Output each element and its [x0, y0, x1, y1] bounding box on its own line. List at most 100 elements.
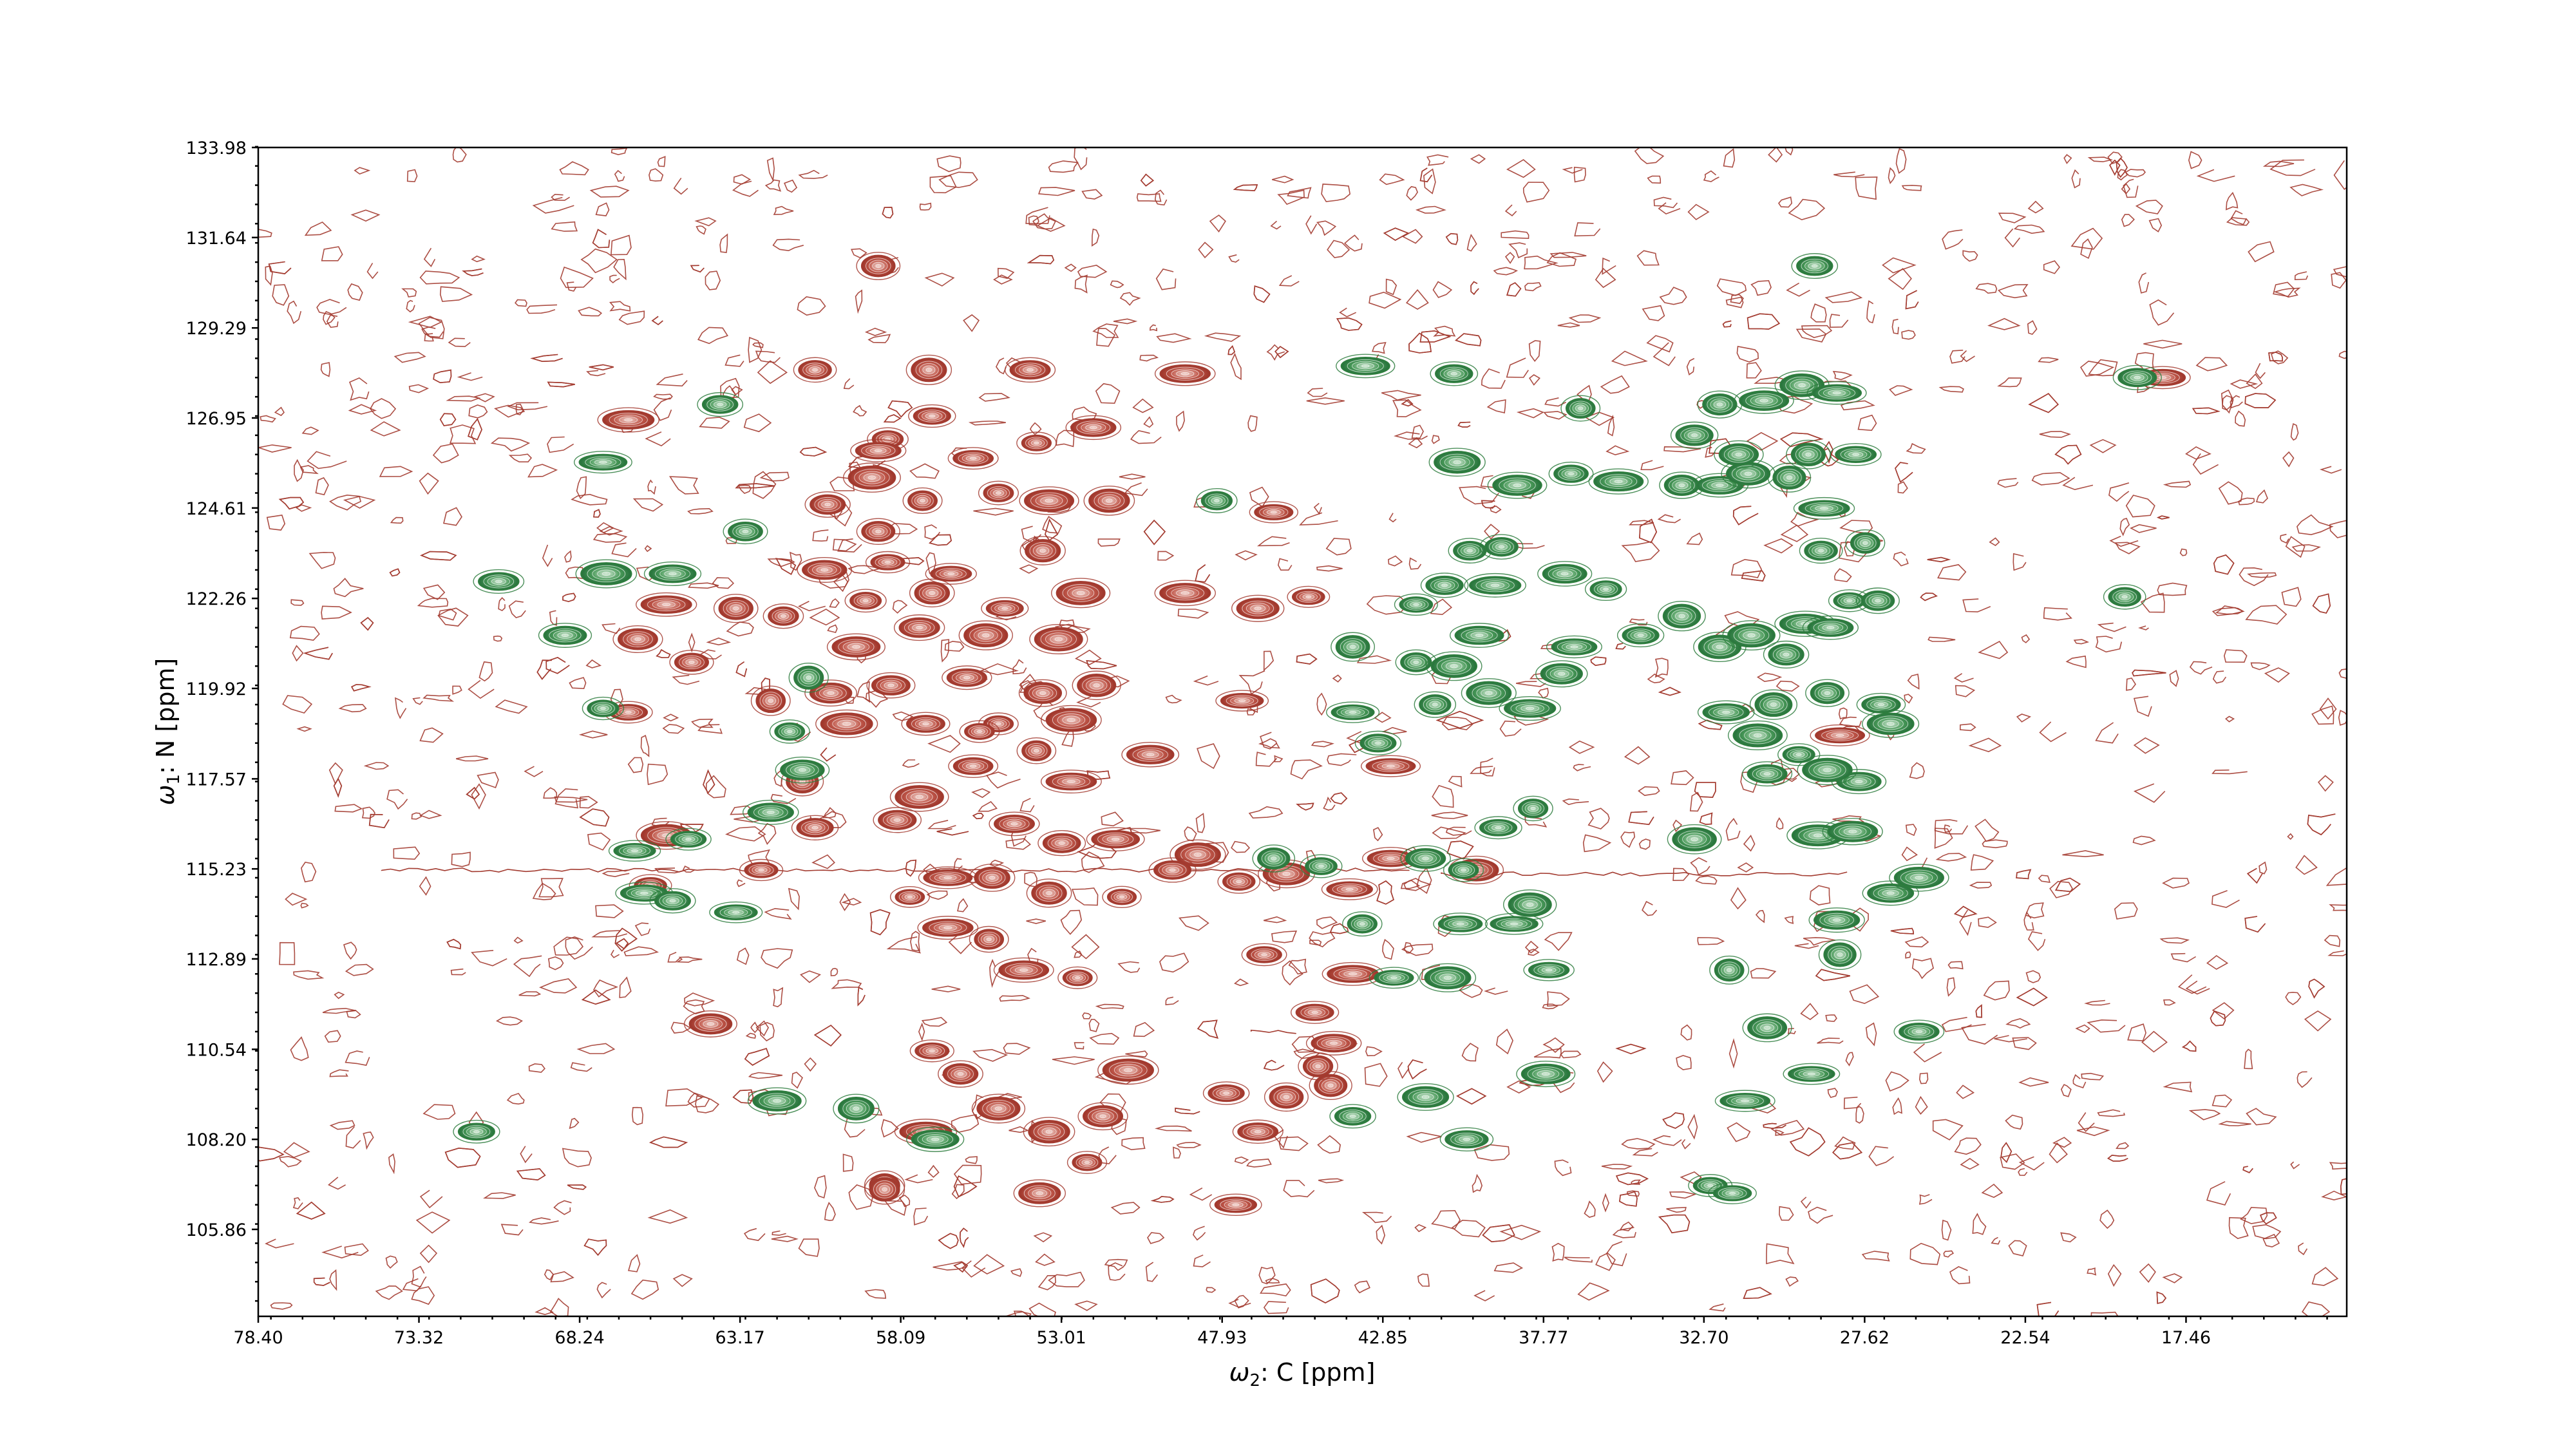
positive-peak-outer-contour [750, 685, 791, 716]
noise-contour [649, 168, 664, 182]
negative-peak-outer-contour [1354, 730, 1402, 755]
noise-contour [1981, 1183, 2003, 1198]
negative-peak-inner-contour [1346, 1113, 1359, 1120]
positive-peak-core [898, 617, 940, 638]
noise-contour [1173, 1146, 1181, 1159]
noise-contour [2226, 217, 2250, 226]
positive-peak [1029, 623, 1088, 655]
negative-peak [1560, 395, 1601, 422]
positive-peak-core [1302, 1055, 1334, 1077]
negative-peak-inner-contour [1875, 599, 1881, 603]
positive-peak [669, 650, 714, 675]
noise-contour [1260, 1283, 1291, 1297]
negative-peak-inner-contour [1350, 645, 1356, 649]
negative-peak-inner-contour [1575, 404, 1586, 412]
noise-contour [313, 1277, 330, 1286]
positive-peak-inner-contour [1226, 695, 1258, 706]
positive-peak-inner-contour [1034, 749, 1039, 753]
negative-peak-outer-contour [1799, 538, 1843, 564]
noise-contour [1941, 1017, 1972, 1032]
negative-peak-core [1331, 704, 1375, 721]
positive-peak-core [1024, 489, 1075, 513]
negative-peak-inner-contour [1841, 596, 1859, 605]
negative-peak-inner-contour [1810, 504, 1839, 513]
negative-peak-inner-contour [1763, 697, 1784, 712]
positive-peak-inner-contour [1027, 368, 1034, 372]
noise-contour [1687, 204, 1710, 220]
negative-peak-inner-contour [1600, 474, 1638, 489]
negative-peak [1697, 700, 1755, 724]
noise-contour [688, 632, 696, 653]
noise-contour [944, 641, 965, 652]
negative-peak-outer-contour [1523, 959, 1575, 981]
noise-contour [731, 386, 743, 396]
noise-contour [278, 497, 305, 510]
noise-contour [322, 1008, 356, 1014]
negative-peak-inner-contour [1870, 699, 1892, 710]
negative-peak [743, 799, 799, 825]
noise-contour [1746, 431, 1779, 451]
positive-peak-inner-contour [958, 1072, 963, 1076]
positive-peak-inner-contour [1169, 868, 1176, 872]
negative-peak-inner-contour [553, 630, 578, 641]
y-tick-label: 129.29 [186, 319, 247, 339]
noise-contour [839, 893, 851, 911]
negative-peak-inner-contour [1821, 689, 1833, 697]
positive-peak-core [964, 723, 995, 740]
positive-peak [925, 563, 977, 585]
noise-contour [1913, 1043, 1942, 1063]
negative-peak [1670, 421, 1719, 450]
positive-peak-inner-contour [1040, 630, 1077, 649]
negative-peak-inner-contour [1817, 622, 1844, 633]
negative-peak-inner-contour [1713, 401, 1726, 409]
noise-contour [2109, 159, 2121, 176]
negative-peak [1862, 710, 1920, 738]
noise-contour [936, 155, 961, 173]
noise-contour [1546, 252, 1577, 267]
noise-contour [361, 806, 375, 819]
noise-contour [1789, 1127, 1826, 1157]
noise-contour [1893, 551, 1909, 567]
negative-peak-inner-contour [1802, 450, 1815, 459]
noise-contour [919, 202, 932, 211]
noise-contour [824, 1202, 836, 1222]
positive-peak-inner-contour [1043, 889, 1056, 898]
negative-peak-inner-contour [1721, 963, 1738, 976]
negative-peak [788, 663, 829, 693]
noise-contour [880, 1119, 899, 1138]
noise-contour [1383, 227, 1410, 242]
noise-contour [1113, 318, 1138, 325]
positive-peak-inner-contour [996, 491, 1001, 495]
noise-contour [1321, 184, 1351, 202]
negative-peak-inner-contour [1815, 505, 1833, 511]
x-tick-label: 73.32 [394, 1328, 444, 1348]
negative-peak-inner-contour [1711, 482, 1728, 489]
positive-peak-inner-contour [1229, 876, 1248, 887]
noise-contour [1003, 1043, 1031, 1055]
noise-contour [1074, 950, 1083, 958]
positive-peak-inner-contour [911, 717, 940, 730]
negative-peak-outer-contour [473, 569, 525, 594]
positive-peak [1004, 357, 1056, 383]
negative-peak-inner-contour [675, 833, 702, 846]
noise-contour [2127, 1023, 2146, 1041]
negative-peak-inner-contour [1679, 483, 1685, 488]
negative-peak-inner-contour [1214, 498, 1220, 502]
noise-contour [1255, 752, 1278, 767]
noise-contour [2078, 1112, 2095, 1132]
positive-peak-outer-contour [1051, 578, 1111, 609]
noise-contour [538, 878, 564, 898]
noise-contour [1741, 570, 1766, 582]
noise-contour [307, 451, 347, 469]
noise-contour [1889, 385, 1913, 396]
noise-contour [2119, 518, 2130, 536]
positive-peak-core [1031, 881, 1067, 905]
positive-peak-inner-contour [1034, 441, 1039, 445]
positive-peak [1241, 943, 1287, 967]
positive-peak-inner-contour [1821, 729, 1859, 741]
positive-peak-outer-contour [856, 518, 900, 545]
noise-contour [1634, 147, 1665, 164]
positive-peak-inner-contour [852, 645, 860, 649]
negative-peak-inner-contour [1741, 1099, 1749, 1103]
negative-peak-inner-contour [666, 897, 679, 905]
